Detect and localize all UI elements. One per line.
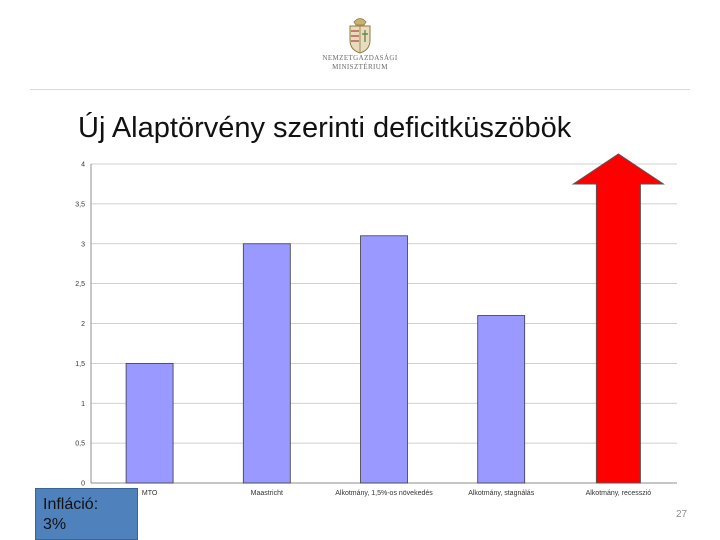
bar bbox=[360, 235, 408, 484]
bar bbox=[242, 243, 291, 484]
x-tick-label: MTO bbox=[142, 490, 158, 497]
bar bbox=[477, 315, 526, 484]
y-tick-label: 3,5 bbox=[75, 201, 85, 208]
x-tick-label: Alkotmány, 1,5%-os növekedés bbox=[335, 490, 433, 497]
y-tick-label: 2 bbox=[81, 321, 85, 328]
inflation-box: Infláció: 3% bbox=[35, 488, 138, 540]
inflation-value: 3% bbox=[43, 516, 67, 533]
page-title: Új Alaptörvény szerinti deficitküszöbök bbox=[78, 112, 572, 144]
inflation-label: Infláció: bbox=[43, 496, 99, 513]
slide-number: 27 bbox=[676, 509, 688, 520]
y-tick-label: 1 bbox=[81, 401, 85, 408]
y-tick-label: 1,5 bbox=[75, 361, 85, 368]
bar-chart: 0 0,5 1 1,5 2 2,5 3 3,5 4 MTO Maastricht Alkotmány,… bbox=[75, 153, 677, 497]
logo-line-1: NEMZETGAZDASÁGI bbox=[322, 54, 398, 62]
coat-of-arms-icon bbox=[349, 18, 371, 54]
y-tick-label: 0 bbox=[81, 481, 85, 488]
logo-line-2: MINISZTÉRIUM bbox=[332, 63, 388, 71]
x-tick-label: Maastricht bbox=[251, 490, 283, 497]
x-tick-label: Alkotmány, stagnálás bbox=[468, 490, 535, 497]
recession-arrow bbox=[571, 153, 666, 484]
y-tick-label: 3 bbox=[81, 241, 85, 248]
y-tick-label: 4 bbox=[81, 162, 85, 169]
bar bbox=[125, 362, 174, 484]
header-divider bbox=[30, 89, 690, 90]
y-tick-label: 2,5 bbox=[75, 281, 85, 288]
x-tick-label: Alkotmány, recesszió bbox=[586, 490, 652, 497]
y-tick-label: 0,5 bbox=[75, 441, 85, 448]
ministry-logo: NEMZETGAZDASÁGI MINISZTÉRIUM bbox=[300, 14, 420, 84]
